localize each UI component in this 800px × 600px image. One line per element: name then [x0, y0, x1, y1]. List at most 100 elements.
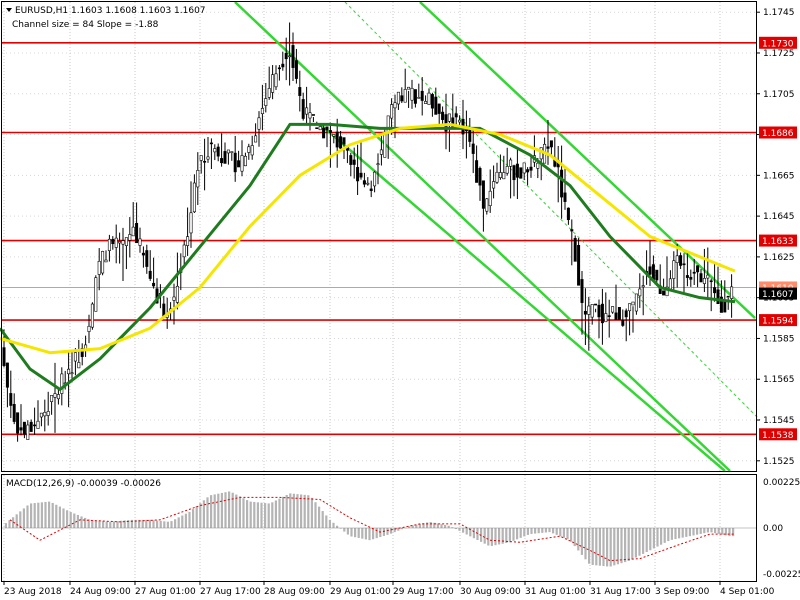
candle-body	[349, 155, 353, 165]
candle-body	[29, 421, 33, 432]
macd-tick-label: 0.00225	[763, 478, 800, 488]
candle-body	[668, 278, 672, 290]
time-tick-label: 31 Aug 01:00	[525, 587, 586, 597]
candle-body	[39, 412, 43, 418]
candle-body	[396, 91, 400, 105]
candle-body	[373, 171, 377, 187]
candle-body	[53, 393, 57, 398]
candle-body	[206, 156, 210, 160]
candle-body	[294, 60, 298, 79]
macd-bar	[184, 513, 187, 528]
candle-body	[509, 159, 513, 167]
macd-bar	[454, 528, 457, 530]
macd-bar	[627, 528, 630, 561]
macd-bar	[19, 511, 22, 528]
candle-body	[495, 171, 499, 183]
candle-body	[226, 149, 230, 154]
candle-body	[94, 277, 98, 312]
candle-body	[213, 148, 217, 153]
macd-bar	[130, 519, 133, 528]
candle-body	[60, 373, 64, 394]
macd-bar	[364, 528, 367, 540]
candle-body	[5, 362, 9, 388]
macd-bar	[516, 528, 519, 540]
candle-body	[271, 74, 275, 93]
macd-bar	[37, 502, 40, 528]
channel-lines	[234, 1, 761, 472]
candle-body	[485, 198, 489, 212]
candle-body	[526, 169, 530, 173]
macd-bar	[534, 528, 537, 534]
macd-bar	[195, 506, 198, 528]
time-tick-label: 28 Aug 09:00	[264, 587, 325, 597]
candle-body	[692, 271, 696, 274]
macd-bar	[192, 509, 195, 528]
macd-bar	[12, 517, 15, 528]
candle-body	[413, 89, 417, 104]
macd-bar	[696, 528, 699, 535]
macd-bar	[606, 528, 609, 567]
macd-bar	[105, 521, 108, 528]
candle-body	[628, 303, 632, 312]
macd-bar	[483, 528, 486, 544]
level-tag-label: 1.1594	[762, 317, 794, 327]
macd-bar	[296, 494, 299, 528]
macd-bar	[537, 528, 540, 534]
candle-body	[648, 266, 652, 275]
time-tick-label: 4 Sep 01:00	[720, 587, 775, 597]
macd-bar	[447, 525, 450, 528]
macd-bar	[238, 496, 241, 528]
candle-body	[101, 251, 105, 274]
candle-body	[570, 229, 574, 232]
price-panel-frame	[1, 1, 757, 472]
candle-body	[43, 412, 47, 417]
candle-body	[379, 149, 383, 155]
macd-bar	[188, 511, 191, 528]
macd-signal	[9, 496, 735, 562]
candle-body	[203, 160, 207, 163]
price-candles	[2, 22, 734, 442]
macd-bar	[48, 501, 51, 528]
macd-bar	[91, 520, 94, 528]
candle-body	[274, 73, 278, 88]
time-tick-label: 30 Aug 09:00	[460, 587, 521, 597]
level-tag-label: 1.1633	[762, 237, 794, 247]
candle-body	[563, 192, 567, 202]
macd-bar	[30, 503, 33, 528]
time-tick-label: 24 Aug 09:00	[70, 587, 131, 597]
macd-bar	[174, 519, 177, 528]
macd-bar	[577, 528, 580, 551]
macd-bar	[645, 528, 648, 553]
macd-bar	[224, 492, 227, 528]
candle-body	[655, 269, 659, 281]
macd-bar	[256, 502, 259, 528]
macd-bar	[476, 528, 479, 541]
candle-body	[577, 245, 581, 286]
candle-body	[335, 131, 339, 148]
macd-bar	[681, 528, 684, 538]
macd-bar	[580, 528, 583, 555]
candle-body	[424, 101, 428, 104]
candle-body	[566, 207, 570, 221]
macd-bar	[231, 492, 234, 528]
candle-body	[604, 313, 608, 323]
candle-body	[502, 172, 506, 180]
candle-body	[73, 352, 77, 362]
macd-bar	[206, 497, 209, 528]
candle-body	[175, 285, 179, 303]
candle-body	[118, 241, 122, 244]
macd-panel-frame	[1, 474, 757, 582]
candle-body	[638, 288, 642, 297]
candle-body	[260, 108, 264, 115]
macd-bar	[724, 528, 727, 536]
macd-bar	[336, 525, 339, 528]
candle-body	[481, 180, 485, 209]
macd-bar	[246, 500, 249, 528]
macd-bar	[285, 494, 288, 528]
macd-bar	[156, 520, 159, 528]
candle-body	[454, 113, 458, 118]
macd-bar	[440, 524, 443, 528]
dropdown-triangle-icon[interactable]	[6, 8, 12, 12]
candle-body	[305, 107, 309, 115]
candle-body	[505, 166, 509, 174]
